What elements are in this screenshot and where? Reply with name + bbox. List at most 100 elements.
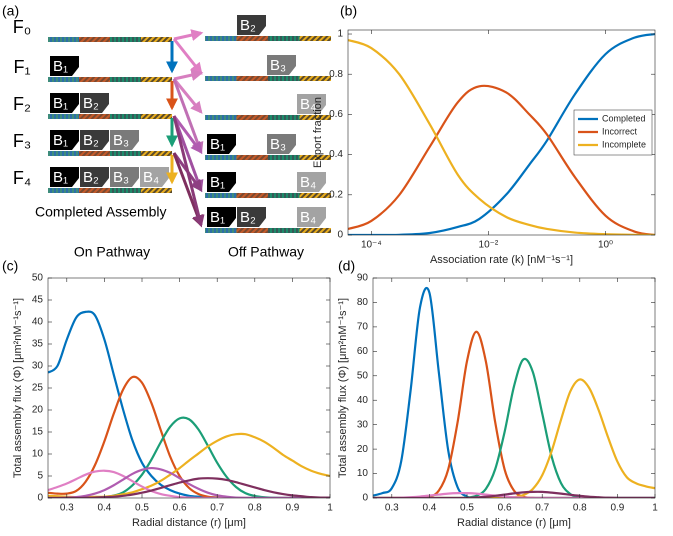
filament-segment — [205, 36, 237, 41]
filament-segment — [299, 115, 331, 120]
subunit-block — [237, 207, 266, 227]
state-label: F₃ — [13, 131, 31, 151]
filament-segment — [79, 37, 110, 42]
legend-label: Incomplete — [602, 139, 646, 149]
subunit-label: B₃ — [270, 136, 286, 153]
y-tick-label: 30 — [357, 419, 369, 430]
x-axis-label: Radial distance (r) [μm] — [132, 517, 246, 529]
y-tick-label: 0.6 — [329, 109, 343, 120]
filament-segment — [236, 76, 268, 81]
y-axis-label: Total assembly flux (Φ) [μm²nM⁻¹s⁻¹] — [337, 298, 349, 478]
filament-segment — [299, 155, 331, 160]
subunit-label: B₁ — [53, 58, 68, 75]
panel-label: (b) — [340, 3, 357, 19]
subunit-label: B₄ — [300, 174, 316, 191]
subunit-notch — [319, 183, 326, 192]
y-tick-label: 0.2 — [329, 189, 343, 200]
y-tick-label: 10 — [357, 468, 369, 479]
subunit-label: B₃ — [270, 57, 286, 74]
x-tick-label: 0.3 — [385, 503, 399, 514]
off-pathway-arrow — [172, 38, 203, 75]
subunit-block — [80, 130, 109, 150]
legend-label: Completed — [602, 113, 646, 123]
data-line — [373, 330, 655, 498]
subunit-block — [237, 15, 266, 35]
y-axis-label: Export fraction — [312, 97, 324, 168]
plot-area — [373, 287, 655, 498]
plot-area — [48, 310, 330, 498]
filament-segment — [141, 151, 172, 156]
y-tick-label: 50 — [357, 370, 369, 381]
y-tick-label: 40 — [32, 317, 44, 328]
x-tick-label: 0.5 — [135, 503, 149, 514]
subunit-label: B₂ — [83, 132, 99, 149]
subunit-block — [80, 167, 109, 187]
subunit-label: B₁ — [53, 169, 68, 186]
data-line — [48, 469, 330, 498]
subunit-block — [297, 94, 326, 114]
x-axis-label: Association rate (k) [nM⁻¹s⁻¹] — [430, 254, 573, 266]
subunit-notch — [72, 67, 79, 76]
x-tick-label: 0.8 — [248, 503, 262, 514]
y-tick-label: 35 — [32, 339, 44, 350]
y-tick-label: 70 — [357, 322, 369, 333]
legend-label: Incorrect — [602, 126, 638, 136]
state-label: F₀ — [13, 17, 31, 37]
filament-segment — [141, 114, 172, 119]
data-line — [48, 375, 330, 498]
filament-segment — [236, 155, 268, 160]
data-line — [348, 84, 655, 235]
subunit-notch — [259, 218, 266, 227]
filament-segment — [79, 114, 110, 119]
panel-label: (a) — [2, 3, 19, 19]
filament-segment — [48, 114, 79, 119]
data-line — [48, 477, 330, 498]
axes-box — [372, 277, 656, 499]
subunit-notch — [229, 145, 236, 154]
data-line — [48, 466, 330, 498]
filament-segment — [299, 36, 331, 41]
y-axis-label: Total assembly flux (Φ) [μm²nM⁻¹s⁻¹] — [12, 298, 24, 478]
y-tick-label: 30 — [32, 361, 44, 372]
subunit-notch — [72, 104, 79, 113]
subunit-notch — [229, 183, 236, 192]
panel-label: (c) — [2, 258, 18, 274]
subunit-block — [50, 130, 79, 150]
subunit-block — [297, 207, 326, 227]
subunit-notch — [102, 104, 109, 113]
filament-segment — [205, 228, 237, 233]
filament-segment — [79, 77, 110, 82]
x-tick-label: 1 — [652, 503, 658, 514]
off-pathway-arrow — [172, 115, 205, 228]
y-tick-label: 90 — [357, 273, 369, 284]
subunit-block — [80, 93, 109, 113]
filament-segment — [205, 76, 237, 81]
subunit-label: B₂ — [240, 209, 256, 226]
subunit-label: B₁ — [53, 95, 68, 112]
axes-box — [347, 29, 656, 236]
filament-segment — [141, 77, 172, 82]
y-tick-label: 0 — [337, 230, 343, 241]
y-tick-label: 10 — [32, 449, 44, 460]
subunit-label: B₁ — [53, 132, 68, 149]
y-tick-label: 80 — [357, 297, 369, 308]
subunit-label: B₃ — [113, 132, 129, 149]
filament-segment — [48, 151, 79, 156]
filament-segment — [110, 37, 141, 42]
x-tick-label: 0.8 — [573, 503, 587, 514]
y-tick-label: 15 — [32, 427, 44, 438]
off-pathway-arrow — [173, 69, 204, 81]
y-tick-label: 60 — [357, 346, 369, 357]
on-pathway-label: On Pathway — [74, 244, 150, 260]
y-tick-label: 25 — [32, 383, 44, 394]
y-tick-label: 1 — [337, 29, 343, 40]
subunit-notch — [72, 141, 79, 150]
filament-segment — [268, 155, 300, 160]
x-tick-label: 1 — [327, 503, 333, 514]
subunit-notch — [72, 178, 79, 187]
subunit-block — [140, 167, 169, 187]
subunit-notch — [319, 218, 326, 227]
subunit-block — [297, 172, 326, 192]
x-tick-label: 0.7 — [210, 503, 224, 514]
